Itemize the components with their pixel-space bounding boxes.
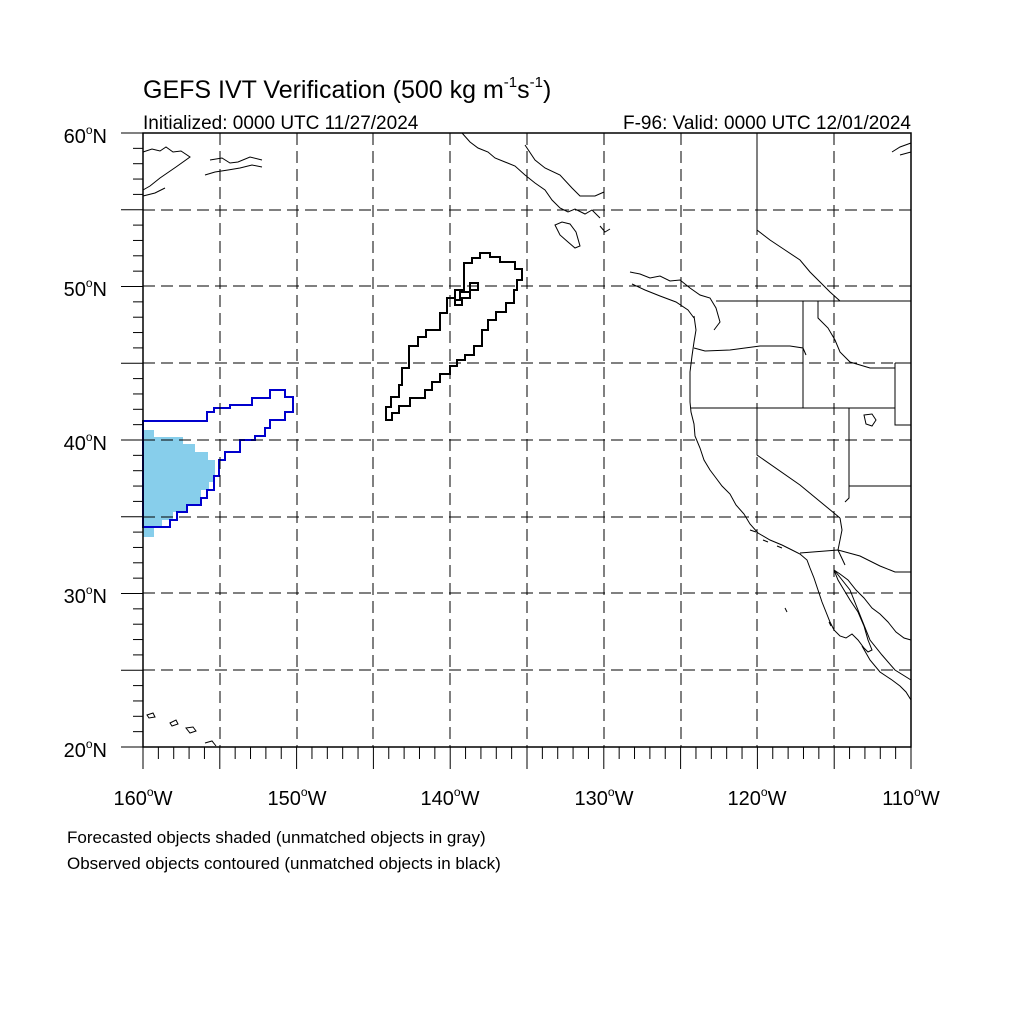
lon-label-120: 120oW [728, 785, 787, 810]
forecast-object-matched [143, 430, 215, 537]
lat-label-20: 20oN [64, 737, 107, 762]
lon-label-110: 110oW [882, 785, 940, 810]
observed-object-notch [454, 282, 479, 306]
valid-time-label: F-96: Valid: 0000 UTC 12/01/2024 [623, 113, 911, 134]
lon-label-130: 130oW [575, 785, 634, 810]
lat-label-30: 30oN [64, 583, 107, 608]
longitude-labels: 160oW 150oW 140oW 130oW 120oW 110oW [114, 785, 940, 810]
state-boundaries [691, 133, 912, 681]
lon-label-150: 150oW [268, 785, 327, 810]
lat-label-60: 60oN [64, 123, 107, 148]
figure-title: GEFS IVT Verification (500 kg m-1s-1) [143, 74, 551, 104]
observed-object-unmatched [385, 252, 523, 421]
axis-ticks [121, 132, 912, 769]
latitude-labels: 60oN 50oN 40oN 30oN 20oN [64, 123, 107, 762]
observed-object-matched [142, 389, 294, 528]
lon-label-140: 140oW [421, 785, 480, 810]
initialized-label: Initialized: 0000 UTC 11/27/2024 [143, 113, 419, 134]
lat-label-40: 40oN [64, 430, 107, 455]
footnote-observed: Observed objects contoured (unmatched ob… [67, 854, 501, 873]
graticule [143, 133, 911, 747]
footnote-forecast: Forecasted objects shaded (unmatched obj… [67, 828, 486, 847]
lat-label-50: 50oN [64, 276, 107, 301]
coastlines [142, 132, 912, 747]
map-panel [121, 132, 912, 769]
lon-label-160: 160oW [114, 785, 173, 810]
